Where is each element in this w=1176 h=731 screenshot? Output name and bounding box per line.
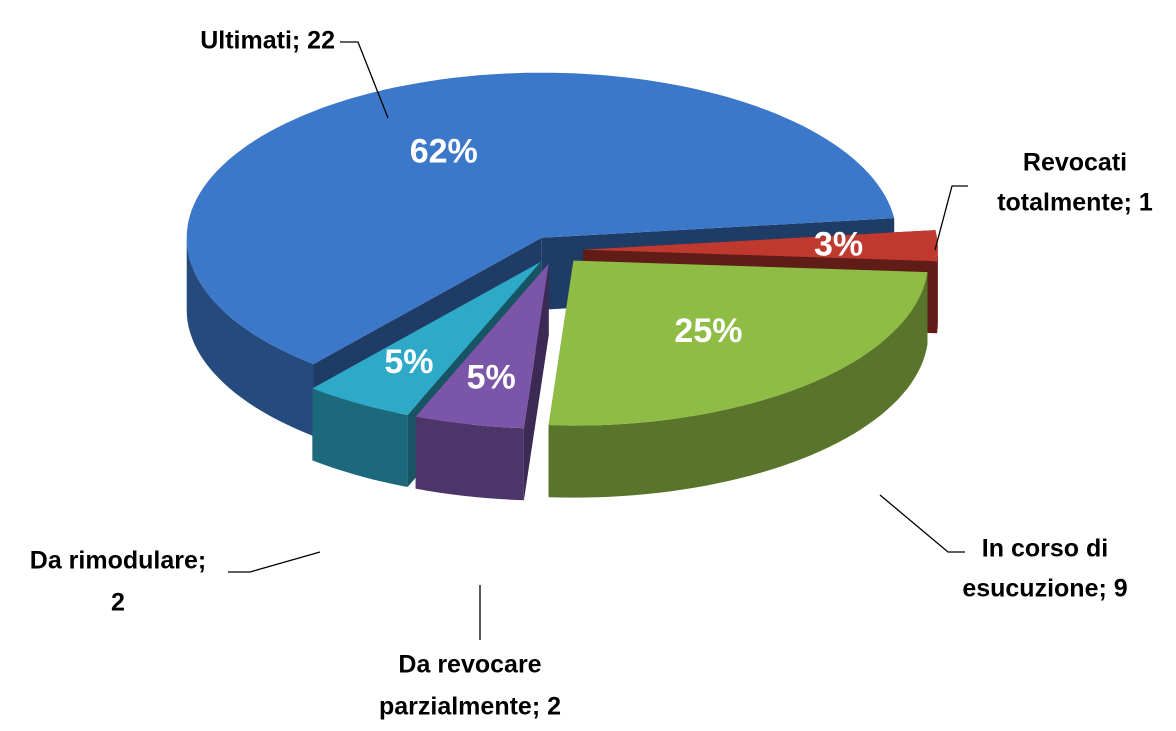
slice bbox=[312, 262, 541, 415]
leader-line bbox=[228, 551, 321, 573]
slice-wall bbox=[312, 388, 408, 487]
percent-label: 25% bbox=[674, 312, 742, 350]
percent-label: 5% bbox=[384, 343, 433, 381]
slice-wall bbox=[415, 416, 524, 501]
leader-line bbox=[934, 185, 968, 251]
data-label: 2 bbox=[111, 589, 125, 617]
data-label: Ultimati; 22 bbox=[200, 27, 335, 55]
percent-label: 5% bbox=[467, 358, 516, 396]
leader-line bbox=[340, 41, 389, 119]
percent-label: 62% bbox=[410, 132, 478, 170]
percent-label: 3% bbox=[814, 226, 863, 264]
data-label: In corso di bbox=[982, 535, 1108, 563]
slice-wall bbox=[186, 237, 314, 437]
data-label: parzialmente; 2 bbox=[379, 693, 561, 721]
slice-wall bbox=[937, 249, 938, 334]
data-label: Da rimodulare; bbox=[30, 547, 206, 575]
slice bbox=[186, 72, 895, 365]
slice bbox=[583, 230, 938, 262]
slice-wall bbox=[548, 272, 928, 498]
leader-line bbox=[879, 494, 965, 553]
slice bbox=[415, 263, 549, 429]
slice bbox=[548, 260, 928, 426]
percent-labels: 62% 3% 25% 5% 5% bbox=[384, 132, 863, 396]
data-label: Revocati bbox=[1023, 149, 1127, 177]
data-label: esucuzione; 9 bbox=[962, 575, 1127, 603]
data-label: Da revocare bbox=[398, 651, 541, 679]
data-label: totalmente; 1 bbox=[997, 189, 1153, 217]
pie bbox=[186, 72, 938, 501]
